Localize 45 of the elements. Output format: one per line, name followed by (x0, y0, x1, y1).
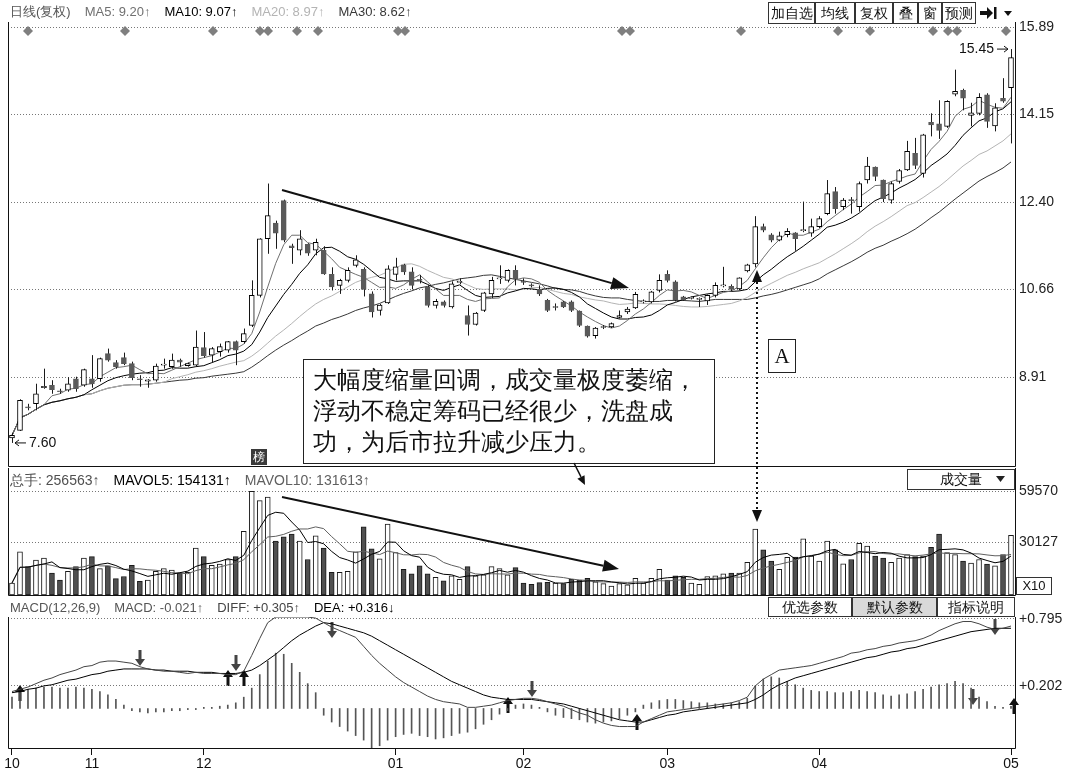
text: 总手: 256563↑ (10, 471, 100, 489)
text: 默认参数 (852, 597, 937, 617)
text: MAVOL10: 131613↑ (244, 471, 370, 489)
annotation: A (768, 339, 796, 373)
text: 加自选 (768, 2, 815, 24)
text: MA20: 8.97↑ (251, 3, 325, 21)
x-tick-label: 10 (4, 755, 20, 770)
x-tick-label: 03 (659, 755, 676, 770)
y-tick-label: 59570 (1019, 482, 1059, 499)
chart-title: 日线(复权) (10, 3, 71, 21)
series-label: DEA: +0.316↓ (313, 599, 395, 617)
text: MA10: 9.07↑ (164, 3, 238, 21)
text: MA5: 9.20↑ (84, 3, 151, 21)
annotation: 榜 (251, 449, 267, 465)
text: 优选参数 (768, 597, 852, 617)
x-tick-label: 02 (515, 755, 532, 770)
y-tick-label: +0.202 (1019, 676, 1063, 693)
x-tick-label: 04 (811, 755, 828, 770)
text: 叠 (893, 2, 918, 24)
y-tick-label: 8.91 (1019, 368, 1047, 385)
text: 预测 (942, 2, 976, 24)
x-tick-label: 11 (84, 755, 100, 770)
y-tick-label: +0.795 (1019, 609, 1063, 626)
text: 复权 (855, 2, 893, 24)
text: 窗 (918, 2, 942, 24)
text: MAVOL5: 154131↑ (113, 471, 231, 489)
chart-title: MACD(12,26,9) (10, 599, 101, 617)
y-tick-label: 30127 (1019, 533, 1059, 550)
text: MACD: -0.021↑ (114, 599, 204, 617)
series-label: DIFF: +0.305↑ (217, 599, 300, 617)
x-tick-label: 01 (387, 755, 404, 770)
text: MA30: 8.62↑ (338, 3, 412, 21)
annotation: 大幅度缩量回调，成交量极度萎缩，浮动不稳定筹码已经很少，洗盘成功，为后市拉升减少压力。 (303, 359, 715, 464)
text: 均线 (815, 2, 855, 24)
y-tick-label: 10.66 (1019, 280, 1055, 297)
annotation: 15.45 (958, 39, 995, 56)
x-tick-label: 12 (196, 755, 212, 770)
y-tick-label: 14.15 (1019, 105, 1055, 122)
text: 指标说明 (937, 597, 1015, 617)
y-tick-label: 12.40 (1019, 192, 1055, 209)
annotation: 成交量 (940, 470, 982, 489)
annotation: 7.60 (29, 433, 57, 450)
x-tick-label: 05 (1003, 755, 1019, 770)
y-tick-label: 15.89 (1019, 17, 1055, 34)
y-axis-title: X10 (1016, 577, 1052, 595)
